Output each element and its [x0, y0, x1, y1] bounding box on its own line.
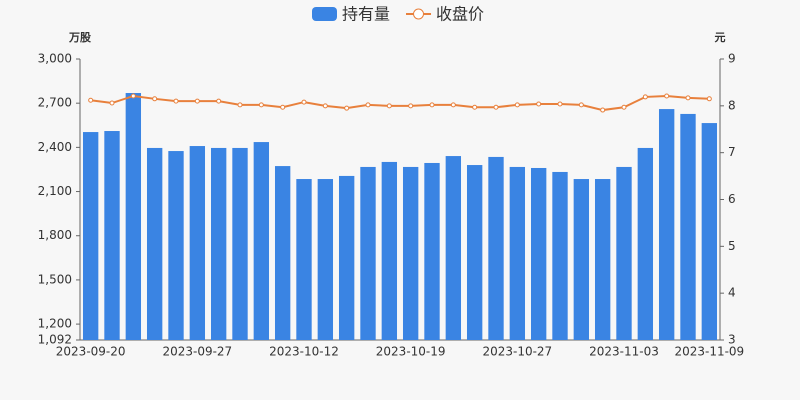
- line-point: [173, 98, 179, 104]
- line-point: [237, 102, 243, 108]
- line-point: [429, 102, 435, 108]
- x-tick-label: 2023-09-27: [162, 345, 232, 359]
- x-tick-label: 2023-10-12: [269, 345, 339, 359]
- bar: [338, 175, 355, 340]
- bar: [424, 162, 440, 340]
- line-point: [344, 105, 350, 111]
- bar: [146, 147, 163, 340]
- y-tick-label: 1,092: [38, 333, 72, 347]
- line-point: [664, 93, 670, 99]
- bar: [168, 151, 184, 340]
- y2-tick-label: 6: [728, 192, 736, 206]
- line-point: [557, 101, 563, 107]
- y-tick-label: 2,100: [38, 184, 72, 198]
- bar: [488, 156, 504, 340]
- y2-tick-label: 5: [728, 239, 736, 253]
- y-tick-label: 2,400: [38, 140, 72, 154]
- line-point: [685, 95, 691, 101]
- line-point: [472, 104, 478, 110]
- bar: [680, 113, 696, 340]
- bar: [360, 166, 376, 340]
- x-tick-label: 2023-11-09: [674, 345, 744, 359]
- line-point: [642, 94, 648, 100]
- y2-axis-label: 元: [715, 31, 726, 44]
- line: [90, 94, 710, 112]
- bar: [509, 166, 526, 340]
- line-point: [194, 98, 200, 104]
- line-point: [258, 102, 264, 108]
- line-point: [322, 103, 328, 109]
- bar: [594, 179, 611, 340]
- bar: [296, 179, 312, 340]
- line-point: [365, 102, 371, 108]
- y-tick-label: 2,700: [38, 96, 72, 110]
- y-tick-label: 1,800: [38, 228, 72, 242]
- y2-tick-label: 3: [728, 333, 736, 347]
- legend-swatch: [413, 8, 425, 20]
- bar: [253, 142, 270, 340]
- y-tick-label: 3,000: [38, 52, 72, 66]
- line-point: [578, 102, 584, 108]
- bar: [701, 123, 718, 340]
- bar: [104, 131, 120, 340]
- line-point: [493, 104, 499, 110]
- y-tick-label: 1,200: [38, 317, 72, 331]
- x-tick-label: 2023-10-19: [376, 345, 446, 359]
- y2-tick-label: 8: [728, 98, 736, 112]
- legend-swatch: [312, 7, 337, 21]
- y2-tick-label: 7: [728, 145, 736, 159]
- line-point: [600, 107, 606, 113]
- line-point: [450, 102, 456, 108]
- line-point: [706, 96, 712, 102]
- bar: [552, 171, 568, 340]
- bar: [82, 132, 99, 340]
- bar: [210, 147, 227, 340]
- bar: [530, 167, 547, 340]
- x-tick-label: 2023-11-03: [589, 345, 659, 359]
- line-point: [621, 104, 627, 110]
- bar: [658, 109, 675, 341]
- line-point: [280, 104, 286, 110]
- y-tick-label: 1,500: [38, 272, 72, 286]
- bar: [466, 165, 483, 340]
- bar: [274, 166, 291, 340]
- bar: [381, 161, 398, 340]
- bar: [616, 166, 632, 340]
- bar: [573, 179, 590, 340]
- line-point: [130, 93, 136, 99]
- line-point: [386, 103, 392, 109]
- bar: [402, 166, 419, 340]
- y2-tick-label: 9: [728, 52, 736, 66]
- bar: [232, 147, 248, 340]
- line-point: [152, 96, 158, 102]
- legend-label: 收盘价: [436, 5, 484, 24]
- line-point: [88, 97, 94, 103]
- bar: [317, 179, 334, 340]
- line-point: [408, 103, 414, 109]
- bar: [445, 156, 462, 340]
- bar: [637, 147, 654, 340]
- legend-label: 持有量: [342, 5, 390, 24]
- line-point: [216, 98, 222, 104]
- y-axis-label: 万股: [68, 31, 92, 44]
- y2-tick-label: 4: [728, 286, 736, 300]
- bar: [125, 93, 142, 340]
- x-tick-label: 2023-09-20: [56, 345, 126, 359]
- line-point: [514, 102, 520, 108]
- line-point: [109, 100, 115, 106]
- x-tick-label: 2023-10-27: [482, 345, 552, 359]
- bar: [189, 146, 206, 340]
- line-point: [536, 101, 542, 107]
- line-point: [301, 99, 307, 105]
